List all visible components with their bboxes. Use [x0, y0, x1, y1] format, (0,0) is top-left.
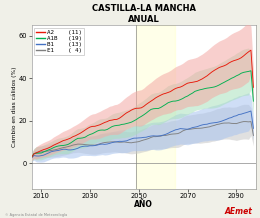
- X-axis label: AÑO: AÑO: [134, 201, 153, 209]
- Text: AEmet: AEmet: [224, 207, 252, 216]
- Text: © Agencia Estatal de Meteorología: © Agencia Estatal de Meteorología: [5, 213, 67, 217]
- Y-axis label: Cambio en días cálidos (%): Cambio en días cálidos (%): [12, 67, 17, 147]
- Bar: [136, 25, 176, 189]
- Title: CASTILLA-LA MANCHA
ANUAL: CASTILLA-LA MANCHA ANUAL: [92, 4, 196, 24]
- Legend: A2    (11), A1B   (19), B1    (13), E1    ( 4): A2 (11), A1B (19), B1 (13), E1 ( 4): [34, 28, 84, 55]
